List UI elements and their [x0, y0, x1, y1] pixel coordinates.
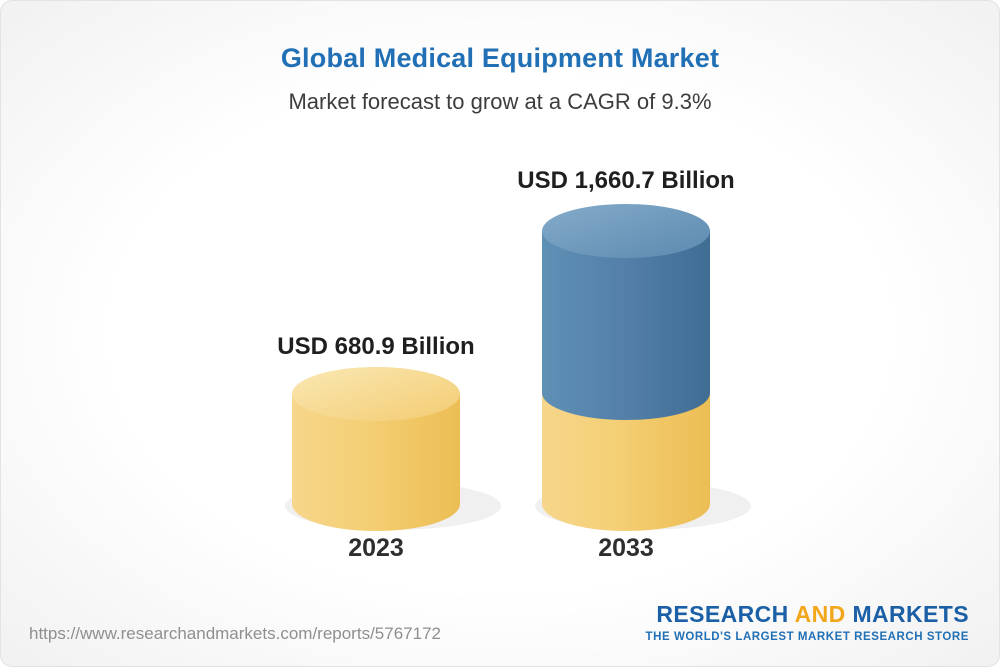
logo-tagline: THE WORLD'S LARGEST MARKET RESEARCH STOR…: [645, 631, 969, 643]
page-subtitle: Market forecast to grow at a CAGR of 9.3…: [288, 89, 712, 114]
value-label-2023: USD 680.9 Billion: [277, 333, 475, 360]
logo-word-research: RESEARCH: [656, 601, 789, 627]
logo-wordmark: RESEARCH AND MARKETS: [646, 601, 969, 628]
logo-word-markets: MARKETS: [852, 601, 969, 627]
category-label-2023: 2023: [348, 534, 404, 562]
research-and-markets-logo: RESEARCH AND MARKETS THE WORLD'S LARGEST…: [646, 601, 969, 643]
logo-word-and: AND: [794, 601, 846, 627]
page-title: Global Medical Equipment Market: [280, 43, 720, 73]
value-label-2033: USD 1,660.7 Billion: [517, 167, 735, 194]
bar-2033: [542, 204, 710, 531]
bar-2023: [292, 367, 460, 531]
category-label-2033: 2033: [598, 534, 654, 562]
report-url[interactable]: https://www.researchandmarkets.com/repor…: [29, 624, 441, 643]
